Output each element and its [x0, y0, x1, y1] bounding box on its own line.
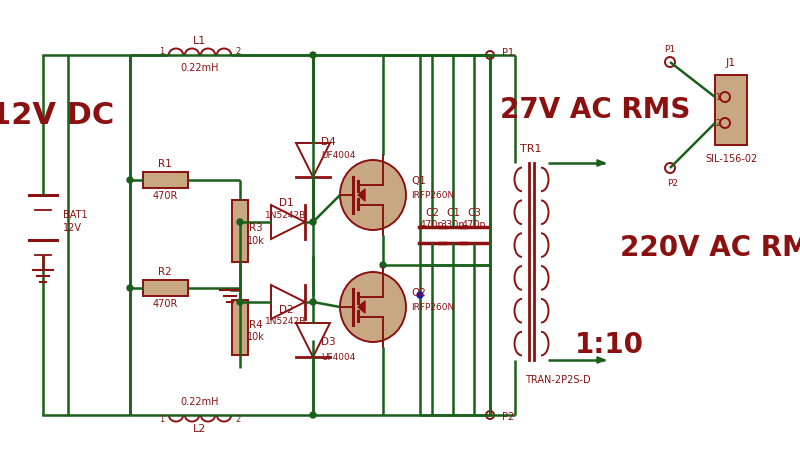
Circle shape — [237, 219, 243, 225]
Text: 27V AC RMS: 27V AC RMS — [500, 96, 690, 124]
Bar — [715, 75, 747, 145]
Ellipse shape — [340, 272, 406, 342]
Text: UF4004: UF4004 — [321, 151, 355, 160]
Text: BAT1: BAT1 — [63, 210, 88, 220]
Circle shape — [417, 292, 423, 298]
Text: P1: P1 — [665, 46, 675, 55]
Text: 1: 1 — [159, 47, 165, 55]
Text: P1: P1 — [502, 48, 514, 58]
Circle shape — [310, 412, 316, 418]
Text: 1N5242B: 1N5242B — [266, 211, 306, 219]
Ellipse shape — [340, 160, 406, 230]
Text: D3: D3 — [321, 337, 336, 347]
Circle shape — [127, 177, 133, 183]
Text: 220V AC RMS: 220V AC RMS — [620, 234, 800, 262]
Text: 12V DC: 12V DC — [0, 101, 114, 130]
Text: 470R: 470R — [152, 191, 178, 201]
Circle shape — [380, 262, 386, 268]
Text: TR1: TR1 — [520, 144, 542, 154]
Text: IRFP260N: IRFP260N — [411, 302, 454, 311]
Polygon shape — [597, 160, 605, 166]
Text: 12V: 12V — [63, 223, 82, 233]
Text: L1: L1 — [194, 36, 206, 46]
Text: Q1: Q1 — [411, 176, 426, 186]
Bar — [232, 200, 248, 262]
Text: 470R: 470R — [152, 299, 178, 309]
Bar — [143, 172, 188, 188]
Text: R4: R4 — [249, 320, 263, 329]
Text: R1: R1 — [158, 159, 172, 169]
Circle shape — [310, 52, 316, 58]
Text: 470n: 470n — [420, 220, 444, 230]
Text: 1N5242B: 1N5242B — [266, 317, 306, 327]
Polygon shape — [597, 357, 605, 363]
Text: C1: C1 — [446, 208, 460, 218]
Text: L2: L2 — [194, 424, 206, 434]
Bar — [143, 280, 188, 296]
Text: Q2: Q2 — [411, 288, 426, 298]
Text: 330n: 330n — [441, 220, 466, 230]
Polygon shape — [358, 189, 365, 201]
Circle shape — [310, 219, 316, 225]
Circle shape — [127, 285, 133, 291]
Text: IRFP260N: IRFP260N — [411, 191, 454, 199]
Text: UF4004: UF4004 — [321, 352, 355, 362]
Text: 2: 2 — [235, 47, 241, 55]
Text: C3: C3 — [467, 208, 481, 218]
Polygon shape — [358, 301, 365, 313]
Circle shape — [310, 299, 316, 305]
Text: 470n: 470n — [462, 220, 486, 230]
Text: 10k: 10k — [247, 236, 265, 246]
Text: R3: R3 — [249, 223, 263, 233]
Text: SIL-156-02: SIL-156-02 — [705, 154, 757, 164]
Text: D1: D1 — [278, 198, 294, 208]
Text: D4: D4 — [321, 137, 336, 147]
Text: TRAN-2P2S-D: TRAN-2P2S-D — [525, 375, 590, 385]
Text: P2: P2 — [667, 179, 678, 189]
Text: 2: 2 — [235, 414, 241, 424]
Text: 10k: 10k — [247, 333, 265, 343]
Text: R2: R2 — [158, 267, 172, 277]
Text: 2: 2 — [715, 118, 721, 128]
Text: 0.22mH: 0.22mH — [181, 63, 219, 73]
Text: 0.22mH: 0.22mH — [181, 397, 219, 407]
Text: P2: P2 — [502, 412, 514, 422]
Text: J1: J1 — [726, 58, 736, 68]
Text: C2: C2 — [425, 208, 439, 218]
Bar — [420, 55, 490, 415]
Text: 1: 1 — [159, 414, 165, 424]
Bar — [232, 300, 248, 355]
Text: D2: D2 — [278, 305, 294, 315]
Circle shape — [237, 299, 243, 305]
Text: 1: 1 — [715, 92, 721, 102]
Text: 1:10: 1:10 — [575, 331, 644, 359]
